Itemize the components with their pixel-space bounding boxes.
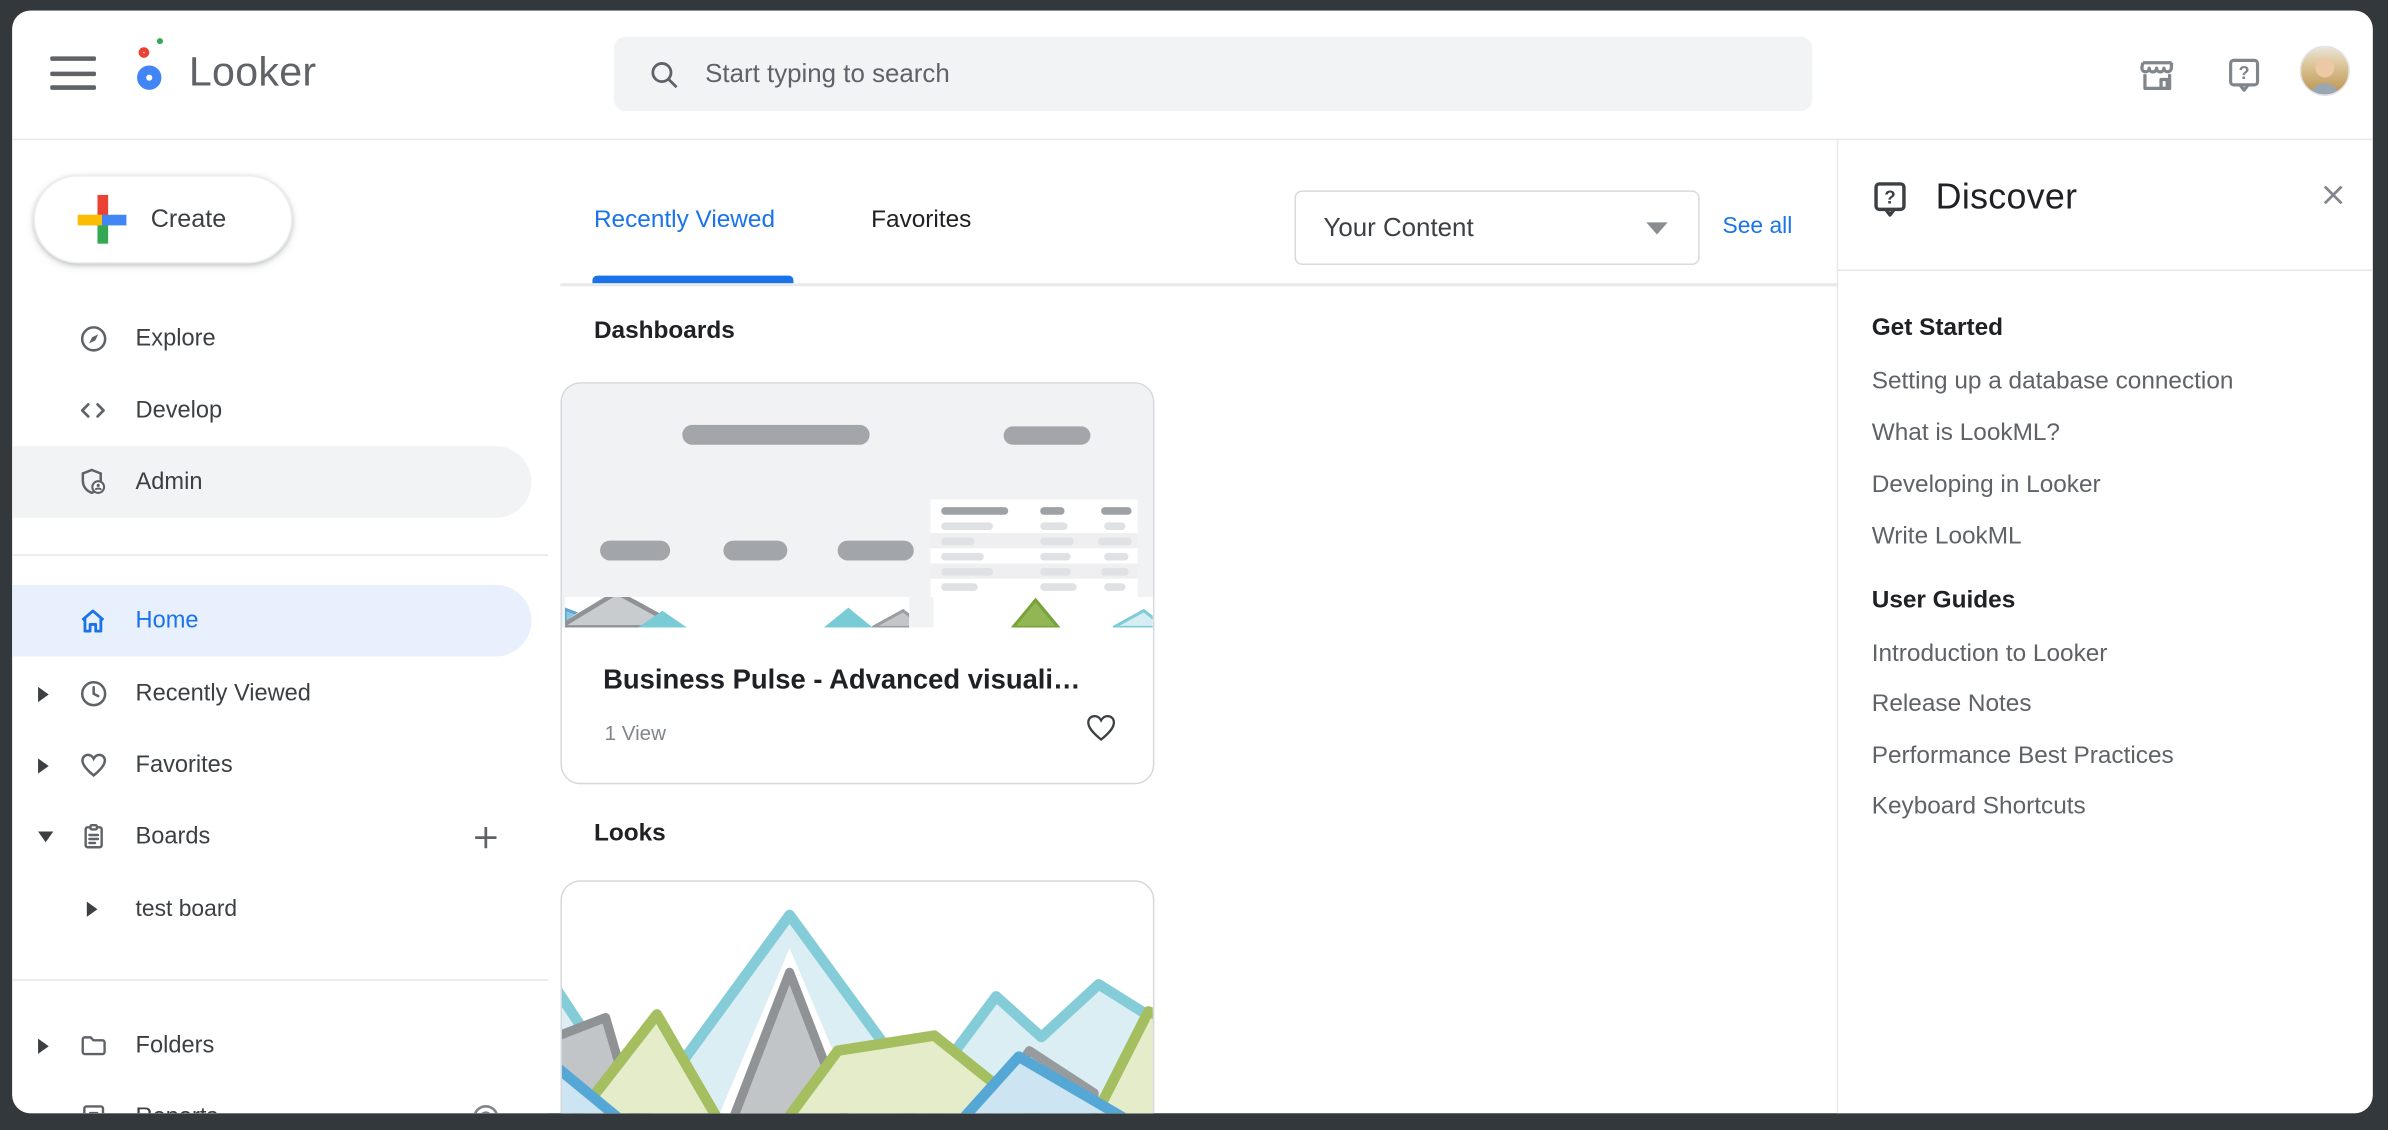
svg-text:?: ? [1884,186,1896,207]
close-icon[interactable] [2313,175,2353,215]
sidebar-item-boards[interactable]: Boards [12,801,531,873]
thumb-chart-right [933,597,1153,628]
heart-icon [76,749,110,783]
code-icon [76,394,110,428]
sidebar-item-home[interactable]: Home [12,584,532,657]
thumb-table-skeleton [930,499,1138,598]
discover-link[interactable]: Developing in Looker [1871,472,2101,499]
discover-section-heading: Get Started [1871,315,2004,342]
report-file-icon [76,1100,110,1114]
sidebar-item-favorites[interactable]: Favorites [12,729,531,801]
dashboard-card[interactable]: Business Pulse - Advanced visuali… 1 Vie… [560,382,1155,785]
plus-icon [475,826,497,848]
sidebar-item-test-board[interactable]: test board [12,873,531,945]
caret-down-icon[interactable] [38,828,56,846]
see-all-link[interactable]: See all [1722,213,1793,240]
looker-app-window: Looker ? [12,10,2373,1114]
thumb-chart-left [565,597,910,628]
help-icon[interactable]: ? [2213,52,2274,98]
content-filter-select[interactable]: Your Content [1294,190,1700,265]
help-bubble-icon: ? [1870,178,1910,228]
discover-link[interactable]: Introduction to Looker [1871,641,2108,668]
google-plus-icon [77,194,127,244]
folder-icon [76,1029,110,1063]
caret-right-icon[interactable] [38,756,56,774]
home-icon [76,604,110,638]
search-input[interactable] [702,57,1813,91]
clipboard-icon [76,820,110,854]
sidebar-divider [12,979,549,981]
clock-icon [76,677,110,711]
sidebar-item-reports[interactable]: Reports [12,1081,531,1114]
tab-favorites[interactable]: Favorites [871,207,972,234]
discover-title: Discover [1935,176,2078,217]
user-avatar[interactable] [2299,45,2350,96]
dropdown-caret-icon [1646,221,1668,234]
tab-recently-viewed[interactable]: Recently Viewed [593,207,776,234]
looker-logo[interactable]: Looker [134,24,316,118]
shield-person-icon [76,465,110,499]
dashboard-thumbnail [561,383,1153,628]
look-thumbnail-area-chart [561,909,1153,1114]
active-tab-indicator [592,275,794,284]
sidebar-item-explore[interactable]: Explore [12,303,531,375]
dashboard-card-views: 1 View [604,721,666,745]
sidebar-item-recently-viewed[interactable]: Recently Viewed [12,658,531,730]
global-search [613,36,1813,112]
caret-right-icon[interactable] [86,899,105,917]
discover-link[interactable]: Keyboard Shortcuts [1871,793,2086,820]
looks-heading: Looks [593,820,666,847]
search-icon [651,61,678,88]
compass-icon [76,322,110,356]
create-button[interactable]: Create [33,175,293,264]
discover-link[interactable]: Performance Best Practices [1871,743,2174,770]
looker-logo-text: Looker [188,47,317,94]
discover-divider [1838,269,2373,272]
add-board-button[interactable] [466,817,506,857]
discover-link[interactable]: Setting up a database connection [1871,368,2234,395]
create-button-label: Create [150,204,227,233]
discover-link[interactable]: What is LookML? [1871,420,2060,447]
sidebar-item-folders[interactable]: Folders [12,1010,531,1082]
sidebar-divider [12,554,549,556]
tabs-divider [560,283,1837,286]
caret-right-icon[interactable] [38,1036,56,1054]
badge-circle-icon[interactable] [466,1097,506,1114]
top-bar: Looker ? [12,10,2373,141]
content-filter-value: Your Content [1323,212,1474,242]
sidebar-item-admin[interactable]: Admin [12,446,532,518]
marketplace-storefront-icon[interactable] [2126,52,2187,98]
discover-link[interactable]: Write LookML [1871,523,2022,550]
sidebar: Create Explore Develo [12,140,549,1114]
caret-right-icon[interactable] [38,685,56,703]
favorite-heart-icon[interactable] [1083,710,1120,747]
discover-link[interactable]: Release Notes [1871,691,2032,718]
dashboards-heading: Dashboards [593,318,735,345]
svg-text:?: ? [2238,62,2249,82]
dashboard-card-title: Business Pulse - Advanced visuali… [603,664,1081,695]
look-card[interactable] [560,880,1155,1114]
sidebar-item-develop[interactable]: Develop [12,375,531,447]
looker-logo-icon [134,38,180,105]
hamburger-menu-icon[interactable] [50,56,96,90]
discover-panel: ? Discover Get Started Setting up a data… [1836,140,2373,1114]
discover-section-heading: User Guides [1871,587,2016,614]
